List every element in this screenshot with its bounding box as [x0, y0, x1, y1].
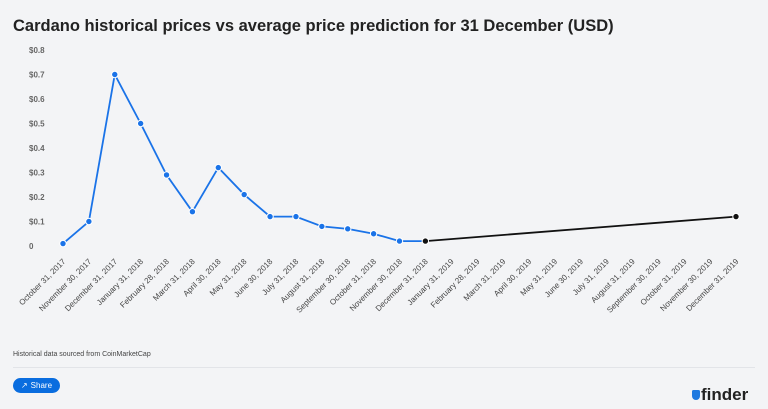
y-tick-label: $0.8 [29, 46, 45, 55]
data-point [111, 70, 119, 79]
data-point [421, 237, 430, 245]
data-source-note: Historical data sourced from CoinMarketC… [13, 351, 151, 358]
y-tick-label: $0.5 [29, 120, 45, 129]
data-point [240, 190, 248, 199]
finder-logo: finder [692, 385, 748, 405]
x-tick-label: October 31, 2019 [639, 257, 689, 307]
y-tick-label: $0.4 [29, 144, 45, 153]
divider [13, 367, 755, 368]
y-tick-label: $0.3 [29, 169, 45, 178]
data-point [188, 208, 197, 216]
logo-text: finder [701, 385, 749, 404]
data-point [318, 222, 326, 231]
data-point [732, 212, 740, 221]
data-point [85, 217, 93, 226]
series-line [62, 71, 426, 245]
data-point [59, 239, 67, 248]
data-point [369, 230, 378, 238]
line-chart: 0 $0.1 $0.2 $0.3 $0.4 $0.5 $0.6 $0.7 $0.8 October… [17, 46, 740, 315]
data-point [136, 119, 145, 128]
data-point [292, 212, 300, 221]
data-point [266, 212, 274, 221]
x-tick-label: January 31, 2019 [406, 257, 456, 307]
x-tick-label: October 31, 2017 [17, 257, 67, 307]
data-point [344, 225, 352, 233]
chart-title: Cardano historical prices vs average pri… [13, 17, 614, 35]
series-line [425, 215, 737, 242]
y-tick-label: 0 [29, 242, 34, 251]
y-tick-label: $0.2 [29, 193, 45, 202]
finder-shield-icon [692, 390, 700, 400]
data-point [162, 171, 171, 179]
share-button[interactable]: ↗ Share [13, 378, 60, 393]
y-tick-label: $0.7 [29, 71, 45, 80]
y-tick-label: $0.6 [29, 95, 45, 104]
data-point [395, 237, 404, 245]
x-tick-label: October 31, 2018 [328, 257, 378, 307]
data-point [214, 163, 223, 172]
y-tick-label: $0.1 [29, 218, 45, 227]
share-label: Share [30, 381, 53, 390]
x-tick-label: January 31, 2018 [95, 257, 145, 307]
share-icon: ↗ [20, 381, 28, 390]
